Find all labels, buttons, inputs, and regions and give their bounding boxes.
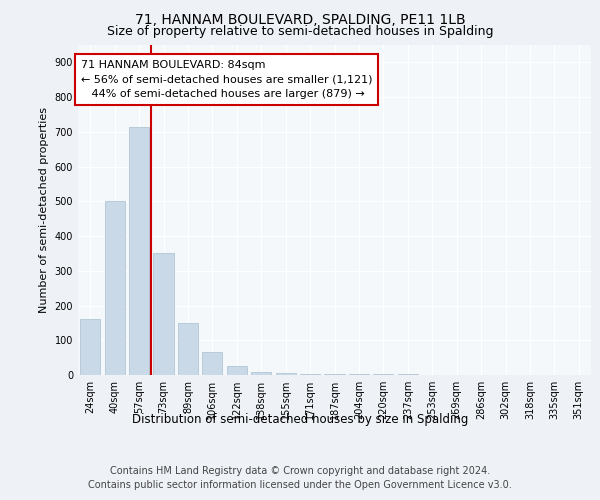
Bar xyxy=(129,126,149,375)
Bar xyxy=(373,374,394,375)
Text: Contains HM Land Registry data © Crown copyright and database right 2024.
Contai: Contains HM Land Registry data © Crown c… xyxy=(88,466,512,490)
Bar xyxy=(251,372,271,375)
Bar xyxy=(80,320,100,375)
Bar xyxy=(349,374,369,375)
Text: Distribution of semi-detached houses by size in Spalding: Distribution of semi-detached houses by … xyxy=(132,412,468,426)
Bar xyxy=(202,352,223,375)
Bar xyxy=(300,374,320,375)
Bar xyxy=(227,366,247,375)
Bar xyxy=(154,254,173,375)
Bar xyxy=(325,374,344,375)
Bar xyxy=(275,374,296,375)
Bar xyxy=(398,374,418,375)
Text: 71, HANNAM BOULEVARD, SPALDING, PE11 1LB: 71, HANNAM BOULEVARD, SPALDING, PE11 1LB xyxy=(134,12,466,26)
Text: 71 HANNAM BOULEVARD: 84sqm
← 56% of semi-detached houses are smaller (1,121)
   : 71 HANNAM BOULEVARD: 84sqm ← 56% of semi… xyxy=(80,60,372,100)
Text: Size of property relative to semi-detached houses in Spalding: Size of property relative to semi-detach… xyxy=(107,25,493,38)
Y-axis label: Number of semi-detached properties: Number of semi-detached properties xyxy=(39,107,49,313)
Bar xyxy=(178,323,198,375)
Bar xyxy=(104,202,125,375)
